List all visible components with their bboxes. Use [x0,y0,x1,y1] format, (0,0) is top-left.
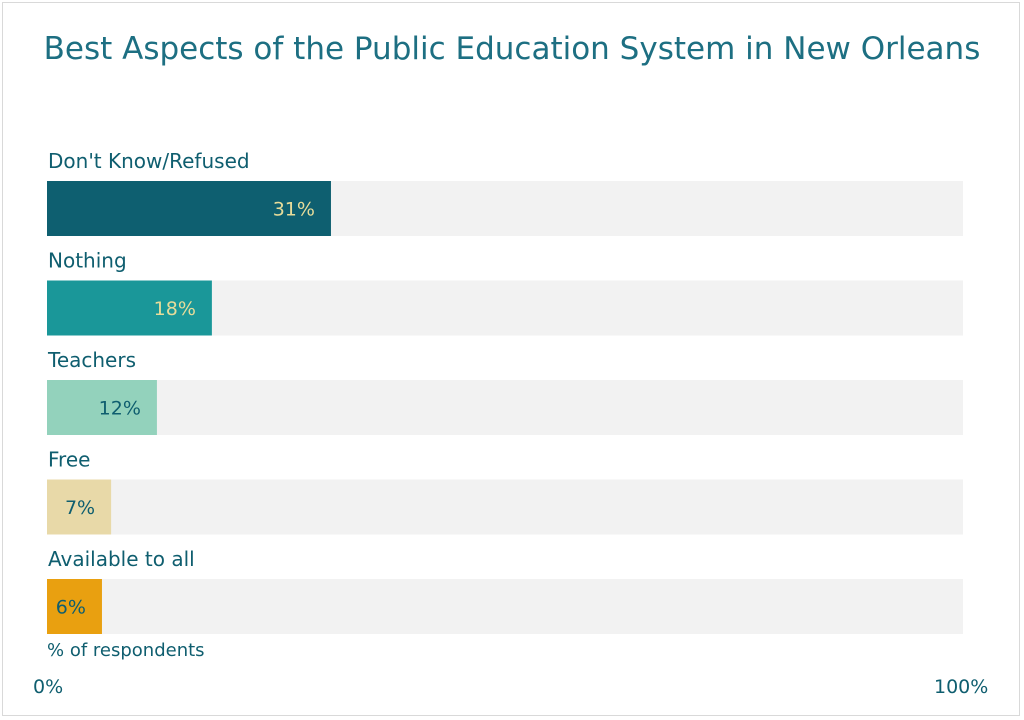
category-label: Teachers [47,348,136,372]
data-label: 12% [99,398,141,420]
axis-label: % of respondents [47,640,205,661]
bar [47,380,157,435]
data-label: 18% [154,298,196,320]
bar-track [47,380,963,435]
category-label: Free [48,448,90,472]
category-label: Nothing [48,249,127,273]
chart-title: Best Aspects of the Public Education Sys… [43,31,981,67]
bar-track [47,479,963,535]
bar [47,280,212,336]
tick-label-max: 100% [934,676,989,698]
category-label: Available to all [48,547,195,571]
bar [47,479,112,535]
data-label: 31% [273,199,315,221]
bar [47,579,102,634]
data-label: 6% [56,597,86,619]
bar [47,181,331,236]
bar-track [47,579,963,634]
tick-label-min: 0% [33,676,64,698]
category-label: Don't Know/Refused [48,149,250,173]
data-label: 7% [65,497,95,519]
